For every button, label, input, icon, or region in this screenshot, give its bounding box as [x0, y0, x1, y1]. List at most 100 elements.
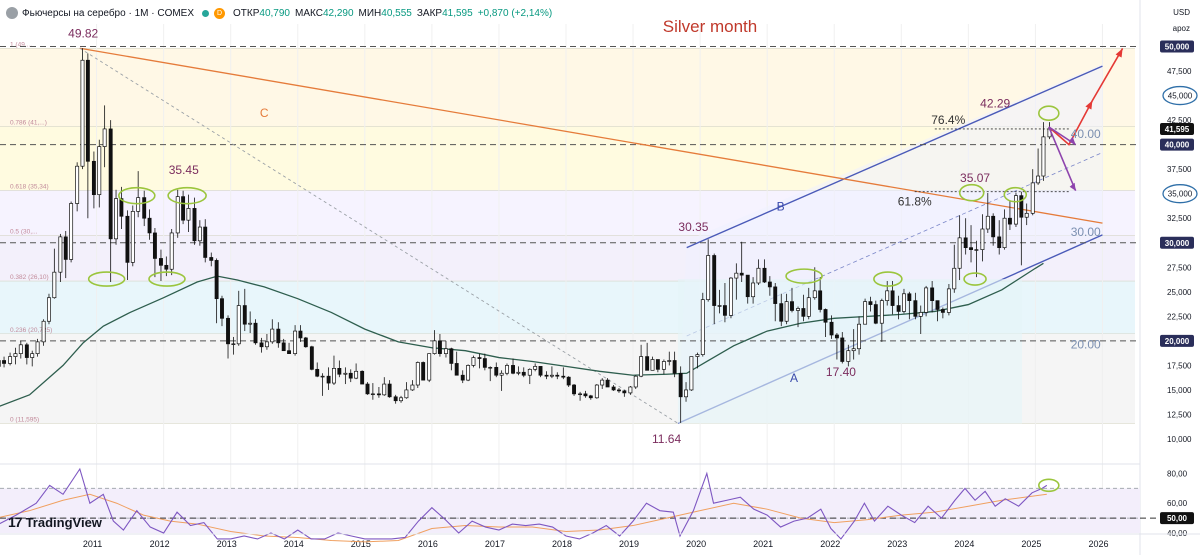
fib-level-label: 0 (11,595) — [10, 416, 39, 423]
candle-body — [103, 129, 106, 147]
candle-body — [450, 349, 453, 364]
annotation-label: 35.45 — [169, 163, 199, 177]
rsi-band — [0, 488, 1140, 533]
candle-body — [198, 227, 201, 241]
scale-mode-label[interactable]: apoz — [1173, 24, 1190, 33]
candle-body — [394, 397, 397, 401]
candle-body — [25, 345, 28, 358]
y-tick-label: 27,500 — [1167, 263, 1192, 272]
candle-body — [500, 373, 503, 375]
annotation-label: 30.00 — [1071, 225, 1101, 239]
fib-level-label: 0.786 (41,...) — [10, 119, 47, 126]
candle-body — [713, 256, 716, 306]
candle-body — [964, 238, 967, 248]
candle-body — [92, 161, 95, 194]
annotation-label: 17.40 — [826, 365, 856, 379]
rsi-tag-label: 50,00 — [1167, 514, 1188, 523]
x-tick-label: 2026 — [1088, 539, 1108, 549]
candle-body — [684, 390, 687, 397]
candle-body — [165, 265, 168, 269]
tradingview-logo[interactable]: 17 TradingView — [8, 514, 102, 530]
fib-level-label: 0.618 (35,34) — [10, 183, 49, 190]
candle-body — [265, 342, 268, 347]
candle-body — [757, 268, 760, 283]
candle-body — [790, 302, 793, 311]
candle-body — [220, 299, 223, 319]
candle-body — [226, 318, 229, 344]
candle-body — [310, 347, 313, 370]
symbol-title[interactable]: Фьючерсы на серебро · 1M · COMEX — [22, 8, 194, 19]
candle-body — [137, 198, 140, 212]
candle-body — [572, 385, 575, 394]
annotation-label: 42.29 — [980, 96, 1010, 110]
candle-body — [696, 355, 699, 357]
candle-body — [36, 342, 39, 354]
candle-body — [109, 129, 112, 239]
candle-body — [1008, 218, 1011, 224]
candle-body — [774, 287, 777, 304]
candle-body — [422, 362, 425, 380]
candle-body — [874, 305, 877, 324]
annotation-label: 76.4% — [931, 113, 965, 127]
open-label: ОТКР — [233, 8, 259, 19]
x-tick-label: 2022 — [820, 539, 840, 549]
candle-body — [344, 373, 347, 374]
candle-body — [545, 375, 548, 376]
candle-body — [824, 309, 827, 322]
candle-body — [76, 166, 79, 203]
candle-body — [813, 291, 816, 298]
ohlc-close: ЗАКР41,595 — [417, 8, 473, 19]
candle-body — [1042, 137, 1045, 176]
candle-body — [528, 369, 531, 375]
candle-body — [819, 291, 822, 310]
market-status-icon — [202, 10, 209, 17]
candle-body — [193, 208, 196, 240]
candle-body — [466, 365, 469, 380]
candle-body — [433, 341, 436, 354]
candle-body — [461, 375, 464, 380]
candle-body — [1025, 213, 1028, 217]
candle-body — [399, 398, 402, 401]
candle-body — [941, 309, 944, 312]
candle-body — [740, 273, 743, 275]
candle-body — [210, 257, 213, 260]
candle-body — [19, 345, 22, 354]
candle-body — [338, 368, 341, 374]
candle-body — [763, 268, 766, 282]
candle-body — [891, 291, 894, 306]
candle-body — [388, 384, 391, 397]
candle-body — [668, 361, 671, 362]
candle-body — [1036, 176, 1039, 183]
candle-body — [47, 298, 50, 322]
candle-body — [830, 322, 833, 335]
candle-body — [366, 384, 369, 394]
candle-body — [282, 343, 285, 351]
candle-body — [992, 216, 995, 237]
candle-body — [143, 198, 146, 219]
candle-body — [981, 229, 984, 250]
candle-body — [327, 376, 330, 383]
candle-body — [349, 373, 352, 378]
candle-body — [8, 357, 11, 364]
candle-body — [495, 367, 498, 375]
x-tick-label: 2017 — [485, 539, 505, 549]
candle-body — [383, 384, 386, 395]
candle-body — [1020, 196, 1023, 218]
candle-body — [1031, 183, 1034, 213]
candle-body — [673, 361, 676, 374]
candle-body — [478, 358, 481, 359]
candle-body — [550, 375, 553, 376]
candle-body — [897, 306, 900, 312]
x-tick-label: 2018 — [552, 539, 572, 549]
candle-body — [947, 289, 950, 313]
fib-level-label: 0.236 (20,725) — [10, 327, 52, 334]
x-tick-label: 2020 — [686, 539, 706, 549]
ohlc-high: МАКС42,290 — [295, 8, 354, 19]
candle-body — [567, 377, 570, 385]
y-tick-label: 12,500 — [1167, 410, 1192, 419]
currency-label[interactable]: USD — [1173, 8, 1190, 17]
candle-body — [438, 341, 441, 354]
candle-body — [159, 258, 162, 265]
